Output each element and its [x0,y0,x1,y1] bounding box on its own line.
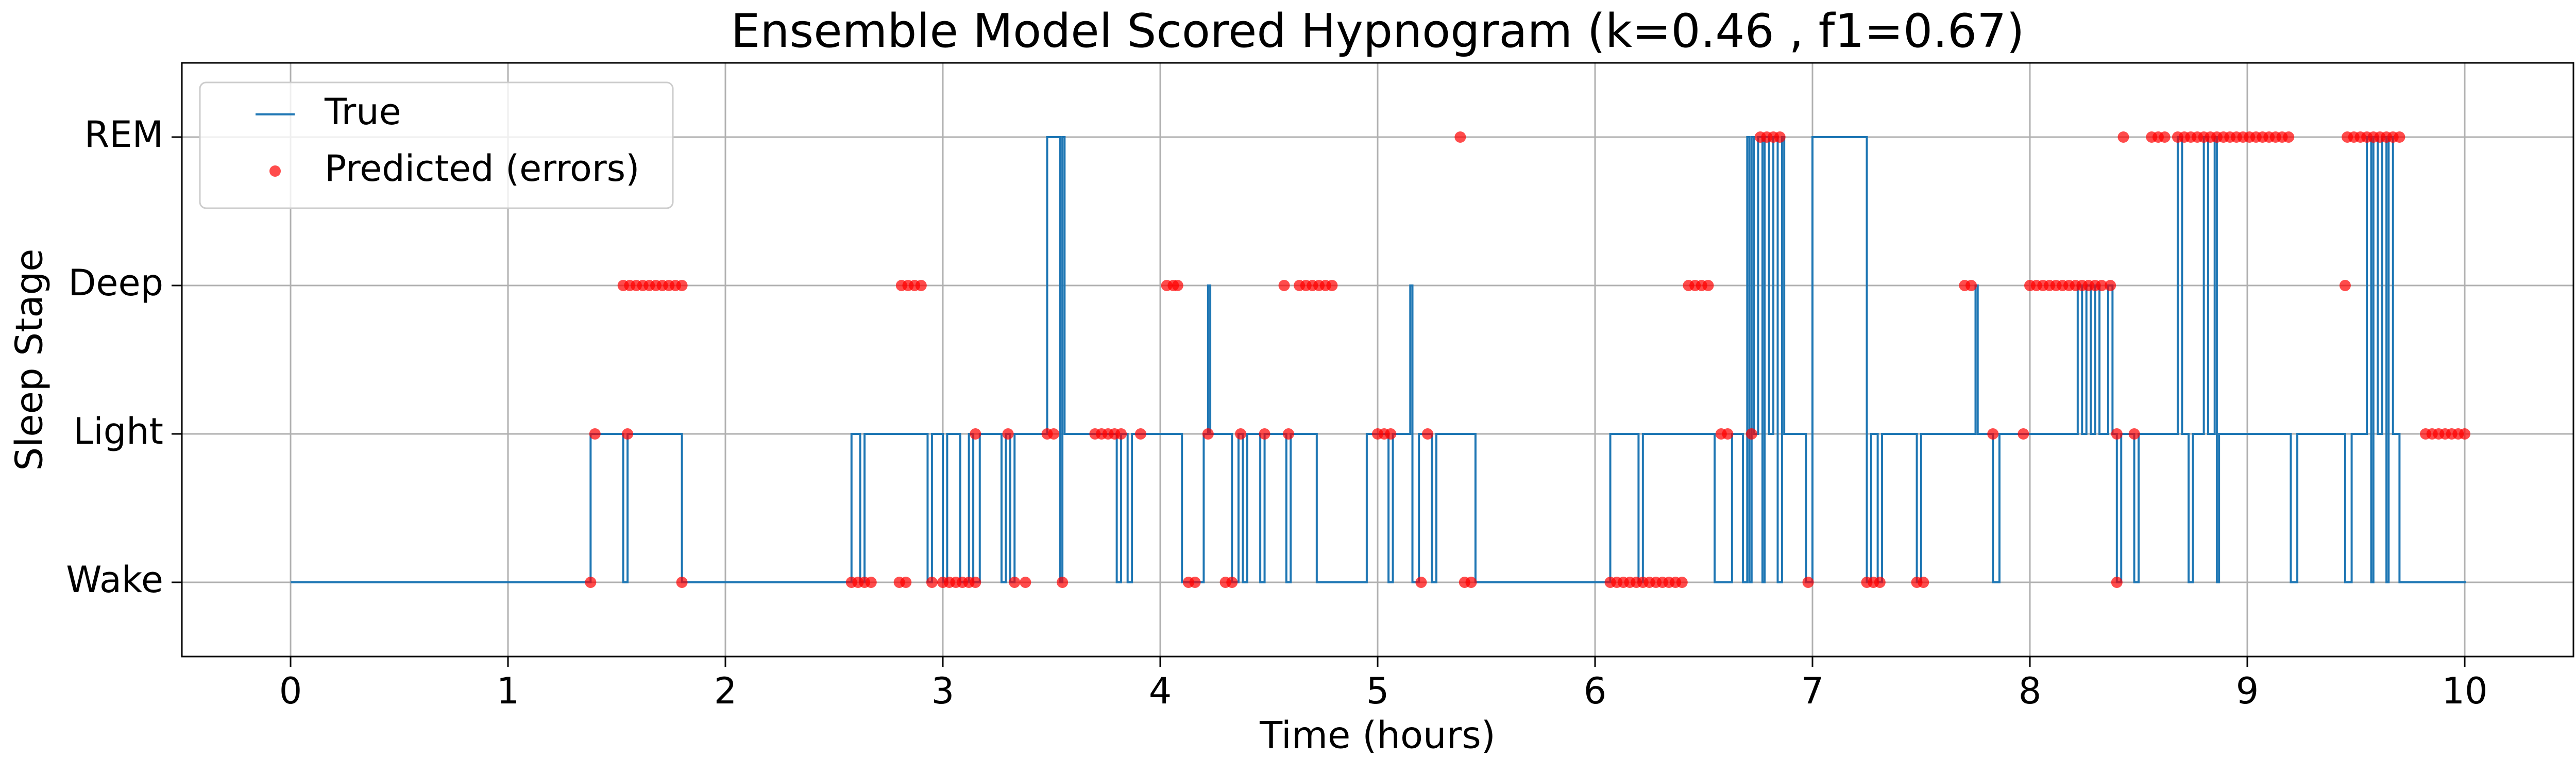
error-point [1918,577,1929,588]
error-point [2111,428,2123,440]
error-point [1987,428,1999,440]
error-point [1774,131,1786,143]
error-points [585,131,2470,588]
legend-label: Predicted (errors) [325,147,639,190]
error-point [1465,577,1477,588]
error-point [1009,577,1021,588]
error-point [2117,131,2129,143]
chart-title: Ensemble Model Scored Hypnogram (k=0.46 … [731,4,2024,58]
error-point [1745,428,1757,440]
error-point [926,577,938,588]
error-point [2111,577,2123,588]
y-axis-label: Sleep Stage [8,249,51,471]
legend-box [199,81,674,209]
x-tick-label: 4 [1149,670,1172,712]
error-point [2394,131,2405,143]
error-point [1282,428,1294,440]
error-point [1722,428,1734,440]
error-point [1422,428,1434,440]
error-point [1702,280,1714,291]
x-tick-label: 7 [1801,670,1824,712]
axes-frame [181,62,2574,658]
x-tick-label: 10 [2442,670,2487,712]
x-tick-label: 3 [931,670,955,712]
error-point [1057,577,1069,588]
legend: True Predicted (errors) [199,81,674,209]
error-point [1226,577,1238,588]
error-point [1048,428,1060,440]
y-tick-label: Light [73,410,163,452]
y-tick-label: Deep [69,262,163,304]
true-hypnogram [291,136,2466,583]
error-point [585,577,597,588]
error-point [2283,131,2295,143]
x-tick-label: 5 [1366,670,1389,712]
error-point [589,428,601,440]
error-point [676,577,688,588]
error-point [1259,428,1270,440]
error-point [1172,280,1183,291]
error-point [1802,577,1814,588]
error-point [1278,280,1290,291]
error-point [1676,577,1688,588]
error-point [1874,577,1886,588]
error-point [970,428,981,440]
y-tick-label: REM [84,113,163,156]
error-point [2459,428,2470,440]
error-point [900,577,912,588]
error-point [1189,577,1201,588]
error-point [1115,428,1127,440]
error-point [2018,428,2029,440]
error-point [1020,577,1031,588]
error-point [1415,577,1427,588]
error-point [1135,428,1147,440]
error-point [2339,280,2351,291]
error-point [622,428,634,440]
legend-label: True [324,91,401,133]
error-point [2128,428,2140,440]
error-point [2096,280,2108,291]
error-point [865,577,877,588]
error-point [676,280,688,291]
x-tick-label: 8 [2019,670,2042,712]
x-tick-label: 9 [2236,670,2259,712]
y-tick-label: Wake [66,559,163,601]
error-point [2159,131,2171,143]
error-point [970,577,981,588]
error-point [1454,131,1466,143]
error-point [1002,428,1014,440]
error-point [1235,428,1247,440]
x-tick-label: 2 [714,670,737,712]
x-tick-label: 1 [497,670,520,712]
x-tick-label: 6 [1584,670,1607,712]
x-tick-label: 0 [279,670,302,712]
x-axis-label: Time (hours) [1259,714,1496,757]
error-point [2105,280,2116,291]
error-point [1965,280,1977,291]
legend-marker [269,165,281,177]
error-point [915,280,927,291]
error-point [1326,280,1338,291]
error-point [1202,428,1214,440]
error-point [1385,428,1397,440]
